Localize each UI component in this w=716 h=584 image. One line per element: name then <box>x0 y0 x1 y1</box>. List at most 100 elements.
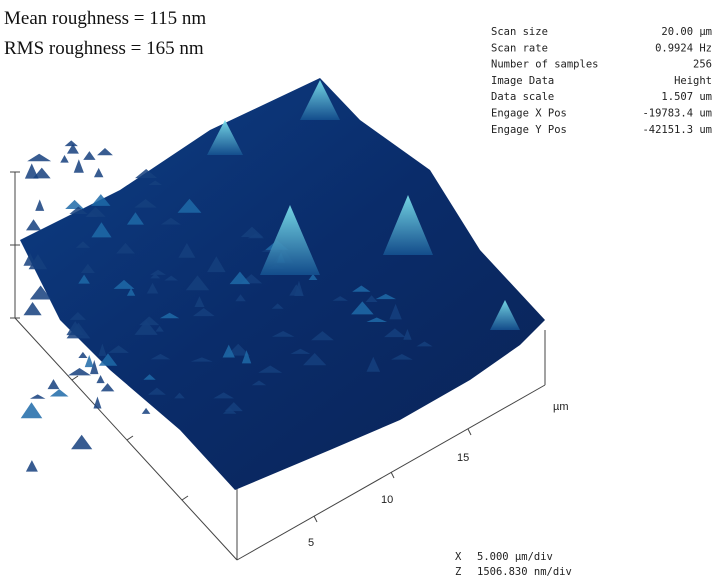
bump <box>20 402 43 419</box>
bump <box>365 295 378 303</box>
bump <box>116 242 135 254</box>
x-tick <box>467 428 472 436</box>
scale-info: X 5.000 µm/div Z 1506.830 nm/div <box>455 551 572 578</box>
bump <box>47 379 60 390</box>
bump <box>177 198 202 213</box>
y-tick <box>126 435 134 441</box>
bump <box>366 356 381 372</box>
bump <box>366 317 388 323</box>
bump <box>271 303 284 309</box>
bump <box>84 355 94 368</box>
rms-roughness: RMS roughness = 165 nm <box>4 38 204 59</box>
bump <box>251 380 267 386</box>
x-tick <box>390 471 395 479</box>
bump <box>308 273 318 281</box>
bump <box>311 331 334 341</box>
bump <box>150 353 171 360</box>
bump <box>98 343 107 356</box>
bump <box>375 293 396 300</box>
bump <box>352 285 371 292</box>
param-name: Engage X Pos <box>491 108 567 120</box>
bump <box>28 254 48 270</box>
scale-axis: Z <box>455 566 461 578</box>
bump <box>29 285 52 300</box>
bump <box>93 167 104 178</box>
bump <box>78 274 90 284</box>
bump <box>98 353 118 366</box>
peak <box>260 205 320 275</box>
bump <box>91 194 111 206</box>
y-tick <box>181 495 189 501</box>
bump <box>126 212 144 225</box>
bump <box>134 198 157 208</box>
bump <box>108 345 129 353</box>
bump <box>97 147 113 156</box>
x-tick-label: 5 <box>308 537 314 549</box>
y-tick <box>71 375 79 381</box>
bump <box>23 301 42 316</box>
param-name: Scan rate <box>491 42 548 54</box>
bump <box>332 296 348 301</box>
bump <box>213 392 235 399</box>
param-value: 1.507 um <box>661 91 712 103</box>
bump <box>100 383 115 392</box>
bump <box>83 151 96 160</box>
bump <box>351 301 374 315</box>
surface <box>20 78 545 490</box>
bump <box>194 296 205 308</box>
bump <box>35 199 45 211</box>
bump <box>150 269 167 275</box>
bump <box>159 312 180 319</box>
bump <box>190 357 213 362</box>
param-name: Number of samples <box>491 59 598 71</box>
bump <box>113 279 135 289</box>
param-value: -19783.4 um <box>642 108 712 120</box>
bump <box>66 143 79 154</box>
bump <box>93 396 102 409</box>
bump <box>148 180 163 186</box>
bump <box>161 217 181 225</box>
mean-roughness: Mean roughness = 115 nm <box>4 8 206 29</box>
bump <box>49 389 69 397</box>
bump <box>241 350 252 364</box>
bump <box>224 402 243 412</box>
bump <box>235 294 246 302</box>
bump <box>32 167 51 179</box>
bump <box>174 392 185 399</box>
bump <box>141 407 151 414</box>
x-tick-label: 10 <box>381 494 393 506</box>
bump <box>389 303 402 320</box>
bump <box>69 311 86 320</box>
bump <box>164 275 179 281</box>
x-tick-label: 15 <box>457 452 469 464</box>
x-tick <box>313 515 318 523</box>
param-value: 256 <box>693 59 712 71</box>
bump <box>24 163 39 179</box>
bump <box>229 271 251 285</box>
bump <box>126 288 136 296</box>
bump <box>69 206 88 214</box>
bump <box>75 241 91 248</box>
bump <box>71 434 93 450</box>
bump <box>26 219 42 231</box>
bump <box>147 387 166 395</box>
bump <box>222 344 235 358</box>
bump <box>96 375 105 384</box>
bump <box>64 140 78 147</box>
bump <box>27 153 52 162</box>
bump <box>384 328 406 338</box>
axis-unit: µm <box>553 401 569 413</box>
bump <box>416 341 433 347</box>
bump <box>303 352 327 366</box>
bump <box>192 308 215 317</box>
bump <box>68 368 91 376</box>
param-name: Scan size <box>491 26 548 38</box>
param-name: Data scale <box>491 91 554 103</box>
bump <box>155 325 164 332</box>
param-value: -42151.3 um <box>642 124 712 136</box>
param-value: 20.00 µm <box>661 26 712 38</box>
axes <box>10 171 546 561</box>
param-name: Image Data <box>491 75 554 87</box>
bump <box>294 280 304 296</box>
bump <box>60 155 69 163</box>
